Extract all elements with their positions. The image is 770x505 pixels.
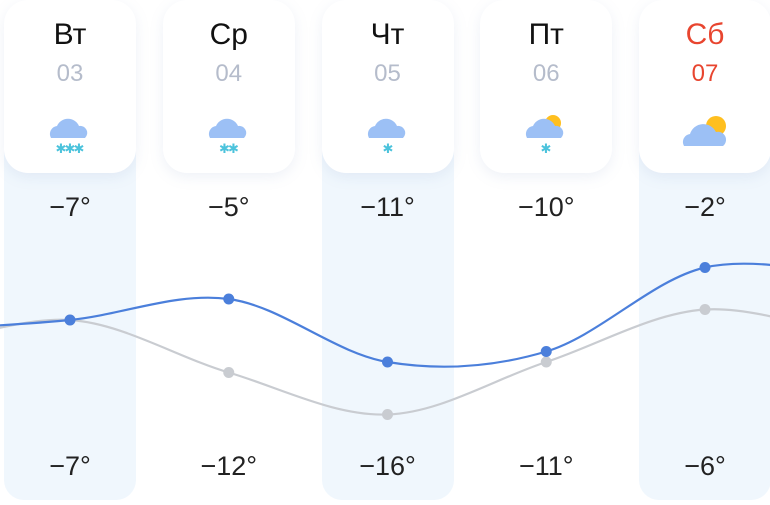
day-date: 06 [532, 60, 560, 87]
low-temp: −12° [200, 451, 258, 481]
high-temp: −5° [207, 192, 250, 222]
cloud-snow-icon: ✱✱ [208, 118, 246, 156]
day-of-week: Чт [370, 18, 405, 51]
day-temp-point [540, 346, 552, 357]
svg-text:✱: ✱ [65, 141, 76, 156]
high-temp: −7° [49, 192, 91, 222]
low-temp: −11° [518, 451, 574, 481]
day-date: 05 [374, 60, 401, 87]
day-of-week: Вт [53, 18, 87, 51]
night-temp-point [699, 304, 711, 315]
day-card[interactable]: Ср 04 ✱ ✱ [162, 0, 295, 173]
svg-text:✱: ✱ [56, 141, 67, 156]
low-temp: −6° [684, 451, 726, 481]
day-card[interactable]: Сб 07 [639, 0, 770, 173]
night-temp-point [223, 367, 235, 378]
day-of-week: Сб [685, 18, 725, 51]
day-temp-line [0, 262, 770, 368]
day-temp-point [64, 314, 76, 326]
svg-text:✱: ✱ [219, 141, 230, 156]
svg-text:✱: ✱ [74, 141, 85, 156]
high-temp: −11° [360, 192, 415, 222]
day-date: 04 [215, 60, 243, 87]
day-temp-point [699, 262, 711, 273]
high-temp: −10° [517, 192, 575, 222]
partly-cloudy-icon [682, 116, 727, 146]
night-temp-point [540, 356, 552, 368]
svg-text:✱: ✱ [228, 141, 239, 156]
svg-text:✱: ✱ [382, 141, 393, 156]
high-temp: −2° [684, 192, 726, 222]
low-temp: −16° [359, 451, 416, 481]
partly-cloudy-snow-icon: ✱ [526, 115, 564, 156]
day-temp-point [382, 356, 393, 368]
svg-text:✱: ✱ [541, 141, 552, 156]
day-of-week: Ср [209, 18, 248, 51]
cloud-heavy-snow-icon: ✱✱✱ [49, 118, 88, 156]
day-date: 03 [56, 60, 84, 87]
night-temp-point [382, 409, 393, 420]
day-card[interactable]: Пт 06 ✱ [480, 0, 613, 173]
day-card[interactable]: Вт 03 ✱ ✱ ✱ [4, 0, 136, 173]
day-of-week: Пт [528, 18, 564, 51]
low-temp: −7° [49, 451, 91, 481]
cloud-light-snow-icon: ✱ [367, 118, 405, 156]
day-date: 07 [691, 60, 719, 87]
day-card[interactable]: Чт 05 ✱ [321, 0, 454, 173]
day-temp-point [223, 293, 235, 305]
